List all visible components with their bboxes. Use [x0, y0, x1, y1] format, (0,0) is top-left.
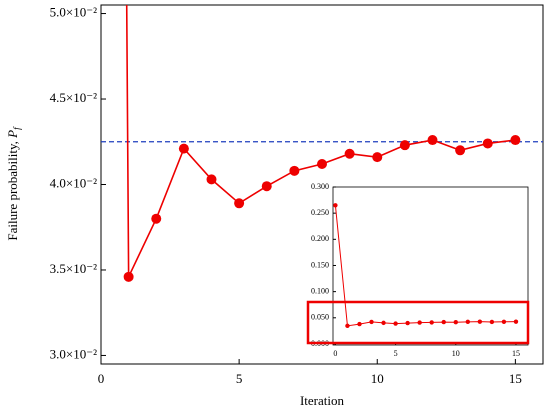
- data-point: [344, 148, 355, 159]
- data-point: [453, 319, 458, 325]
- data-point: [369, 319, 374, 325]
- x-tick-label: 15: [512, 349, 520, 358]
- data-point: [417, 320, 422, 325]
- data-point: [510, 135, 521, 146]
- y-tick-label: 0.150: [311, 260, 329, 269]
- data-point: [234, 198, 245, 209]
- x-axis-label: Iteration: [300, 393, 345, 408]
- x-tick-label: 10: [371, 371, 384, 386]
- data-point: [206, 174, 217, 185]
- data-point: [477, 319, 483, 324]
- data-point: [289, 165, 300, 176]
- inset-frame: [332, 186, 529, 346]
- x-tick-label: 15: [509, 371, 522, 386]
- data-point: [427, 135, 438, 146]
- data-point: [399, 140, 410, 151]
- x-tick-label: 10: [452, 349, 460, 358]
- data-point: [317, 158, 327, 169]
- data-point: [357, 321, 362, 327]
- data-point: [261, 181, 272, 192]
- data-point: [482, 138, 493, 149]
- data-point: [455, 145, 466, 156]
- data-point: [333, 203, 338, 208]
- data-point: [393, 321, 398, 326]
- data-point: [381, 320, 386, 326]
- y-tick-label: 4.0×10⁻²: [50, 175, 97, 190]
- data-point: [151, 213, 162, 224]
- data-point: [501, 319, 507, 324]
- data-point: [429, 320, 434, 325]
- data-point: [441, 319, 446, 325]
- y-axis-label: Failure probability, Pf: [5, 126, 22, 241]
- y-tick-label: 0.050: [311, 313, 329, 322]
- data-point: [123, 271, 134, 282]
- series-line: [334, 205, 516, 327]
- y-tick-label: 0.300: [311, 182, 329, 191]
- x-tick-label: 5: [236, 371, 243, 386]
- y-tick-label: 4.5×10⁻²: [50, 90, 97, 105]
- y-axis-label-text: Failure probability,: [5, 141, 20, 241]
- highlight-box: [306, 300, 530, 345]
- y-tick-label: 5.0×10⁻²: [50, 5, 97, 20]
- data-point: [513, 319, 519, 324]
- y-tick-label: 0.250: [311, 208, 329, 217]
- inset-series: [333, 203, 519, 329]
- data-point: [345, 323, 350, 329]
- y-tick-label: 0.200: [311, 234, 329, 243]
- data-point: [489, 319, 495, 325]
- axes: 0 5 10 15 3.0×10⁻² 3.5×10⁻² 4.0×10⁻² 4.5×10⁻² 5.…: [50, 5, 522, 386]
- y-axis-label-symbol: P: [5, 130, 20, 139]
- y-tick-label: 0.100: [311, 286, 329, 295]
- main-plot: [101, 5, 543, 282]
- y-tick-label: 3.0×10⁻²: [50, 346, 97, 361]
- y-axis-label-subscript: f: [12, 126, 22, 130]
- x-tick-label: 0: [98, 371, 105, 386]
- data-point: [465, 319, 471, 325]
- y-tick-label: 3.5×10⁻²: [50, 261, 97, 276]
- x-tick-label: 0: [333, 349, 337, 358]
- data-point: [405, 320, 410, 326]
- x-tick-label: 5: [394, 349, 398, 358]
- data-point: [178, 143, 189, 154]
- data-point: [372, 152, 383, 163]
- series-line: [125, 5, 516, 278]
